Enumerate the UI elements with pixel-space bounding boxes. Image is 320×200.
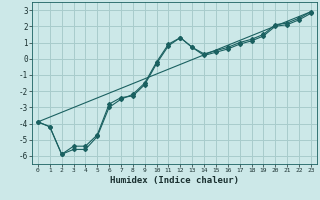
- X-axis label: Humidex (Indice chaleur): Humidex (Indice chaleur): [110, 176, 239, 185]
